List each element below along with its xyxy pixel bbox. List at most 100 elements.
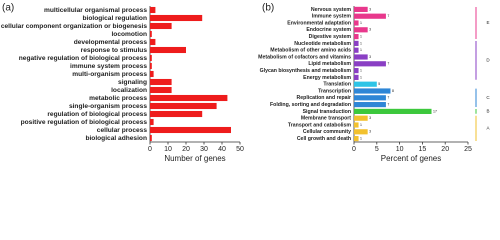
category-label: Replication and repair: [297, 95, 351, 101]
value-label: 3: [369, 7, 371, 11]
category-label: Glycan biosynthesis and metabolism: [260, 68, 352, 74]
category-label: single-organism process: [69, 103, 147, 110]
category-label: response to stimulus: [81, 47, 148, 54]
value-label: 1: [360, 48, 362, 52]
category-label: Energy metabolism: [303, 75, 351, 81]
bar: [354, 54, 368, 60]
x-tick-label: 40: [218, 146, 226, 153]
x-tick-label: 50: [236, 146, 244, 153]
bar: [150, 110, 203, 118]
category-label: biological regulation: [83, 15, 147, 22]
bar: [354, 47, 359, 53]
value-label: 7: [387, 103, 389, 107]
bar: [354, 13, 386, 19]
bar: [354, 129, 368, 135]
bar: [150, 126, 231, 134]
x-tick-label: 30: [200, 146, 208, 153]
bar: [150, 78, 172, 86]
bar: [354, 74, 359, 80]
bar: [150, 62, 152, 70]
bar: [150, 38, 156, 46]
value-label: 7: [387, 14, 389, 18]
bar: [354, 61, 386, 67]
value-label: 1: [360, 123, 362, 127]
category-label: Transcription: [318, 88, 351, 94]
bar: [354, 27, 368, 33]
category-label: Lipid metabolism: [308, 61, 351, 67]
value-label: 7: [387, 62, 389, 66]
bar: [354, 34, 359, 40]
category-label: negative regulation of biological proces…: [19, 55, 148, 62]
category-label: Environmental adaptation: [287, 20, 351, 26]
x-tick-label: 20: [441, 146, 449, 153]
category-label: positive regulation of biological proces…: [21, 119, 148, 126]
category-label: immune system process: [70, 63, 147, 70]
x-tick-label: 5: [375, 146, 379, 153]
panel-label: (b): [262, 3, 274, 14]
bar: [354, 95, 386, 101]
bar: [150, 102, 217, 110]
category-label: localization: [111, 87, 147, 94]
category-label: Metabolism of cofactors and vitamins: [258, 54, 351, 60]
bar: [354, 88, 391, 94]
category-label: signaling: [118, 79, 147, 86]
value-label: 3: [369, 116, 371, 120]
value-label: 1: [360, 69, 362, 73]
category-label: multicellular organismal process: [44, 7, 147, 14]
category-label: Nucleotide metabolism: [294, 41, 351, 47]
group-label: B: [486, 109, 489, 114]
x-tick-label: 0: [352, 146, 356, 153]
bar: [354, 68, 359, 74]
category-label: Signal transduction: [303, 109, 351, 115]
value-label: 5: [378, 82, 380, 86]
category-label: Metabolism of other amino acids: [270, 48, 351, 54]
value-label: 3: [369, 28, 371, 32]
bar: [354, 115, 368, 121]
bar: [150, 118, 154, 126]
value-label: 17: [433, 109, 437, 113]
x-tick-label: 25: [464, 146, 472, 153]
category-label: locomotion: [111, 31, 147, 38]
category-label: cellular component organization or bioge…: [1, 23, 148, 30]
category-label: cellular process: [97, 127, 148, 134]
category-label: developmental process: [74, 39, 148, 46]
panel-label: (a): [2, 3, 14, 14]
category-label: metabolic process: [89, 95, 147, 102]
x-axis-label: Number of genes: [164, 154, 225, 163]
bar: [150, 14, 203, 22]
bar: [150, 70, 154, 78]
bar: [354, 20, 359, 26]
x-tick-label: 10: [164, 146, 172, 153]
x-tick-label: 15: [419, 146, 427, 153]
value-label: 7: [387, 96, 389, 100]
value-label: 1: [360, 35, 362, 39]
bar: [150, 134, 152, 142]
category-label: Folding, sorting and degradation: [270, 102, 351, 108]
bar: [150, 6, 156, 14]
x-tick-label: 20: [182, 146, 190, 153]
value-label: 1: [360, 75, 362, 79]
value-label: 3: [369, 130, 371, 134]
bar: [150, 46, 186, 54]
x-axis-label: Percent of genes: [381, 154, 441, 163]
bar: [150, 86, 172, 94]
x-tick-label: 10: [396, 146, 404, 153]
value-label: 1: [360, 41, 362, 45]
bar: [150, 30, 152, 38]
x-tick-label: 0: [148, 146, 152, 153]
category-label: biological adhesion: [85, 135, 147, 142]
bar: [354, 6, 368, 12]
bar: [150, 94, 228, 102]
group-label: D: [486, 58, 490, 63]
category-label: Nervous system: [311, 7, 351, 13]
value-label: 1: [360, 21, 362, 25]
category-label: multi-organism process: [72, 71, 147, 78]
category-label: Digestive system: [309, 34, 352, 40]
value-label: 8: [392, 89, 394, 93]
value-label: 1: [360, 137, 362, 141]
bar: [354, 40, 359, 46]
group-label: E: [486, 20, 489, 25]
category-label: Cell growth and death: [297, 136, 351, 142]
category-label: Transport and catabolism: [288, 122, 352, 128]
